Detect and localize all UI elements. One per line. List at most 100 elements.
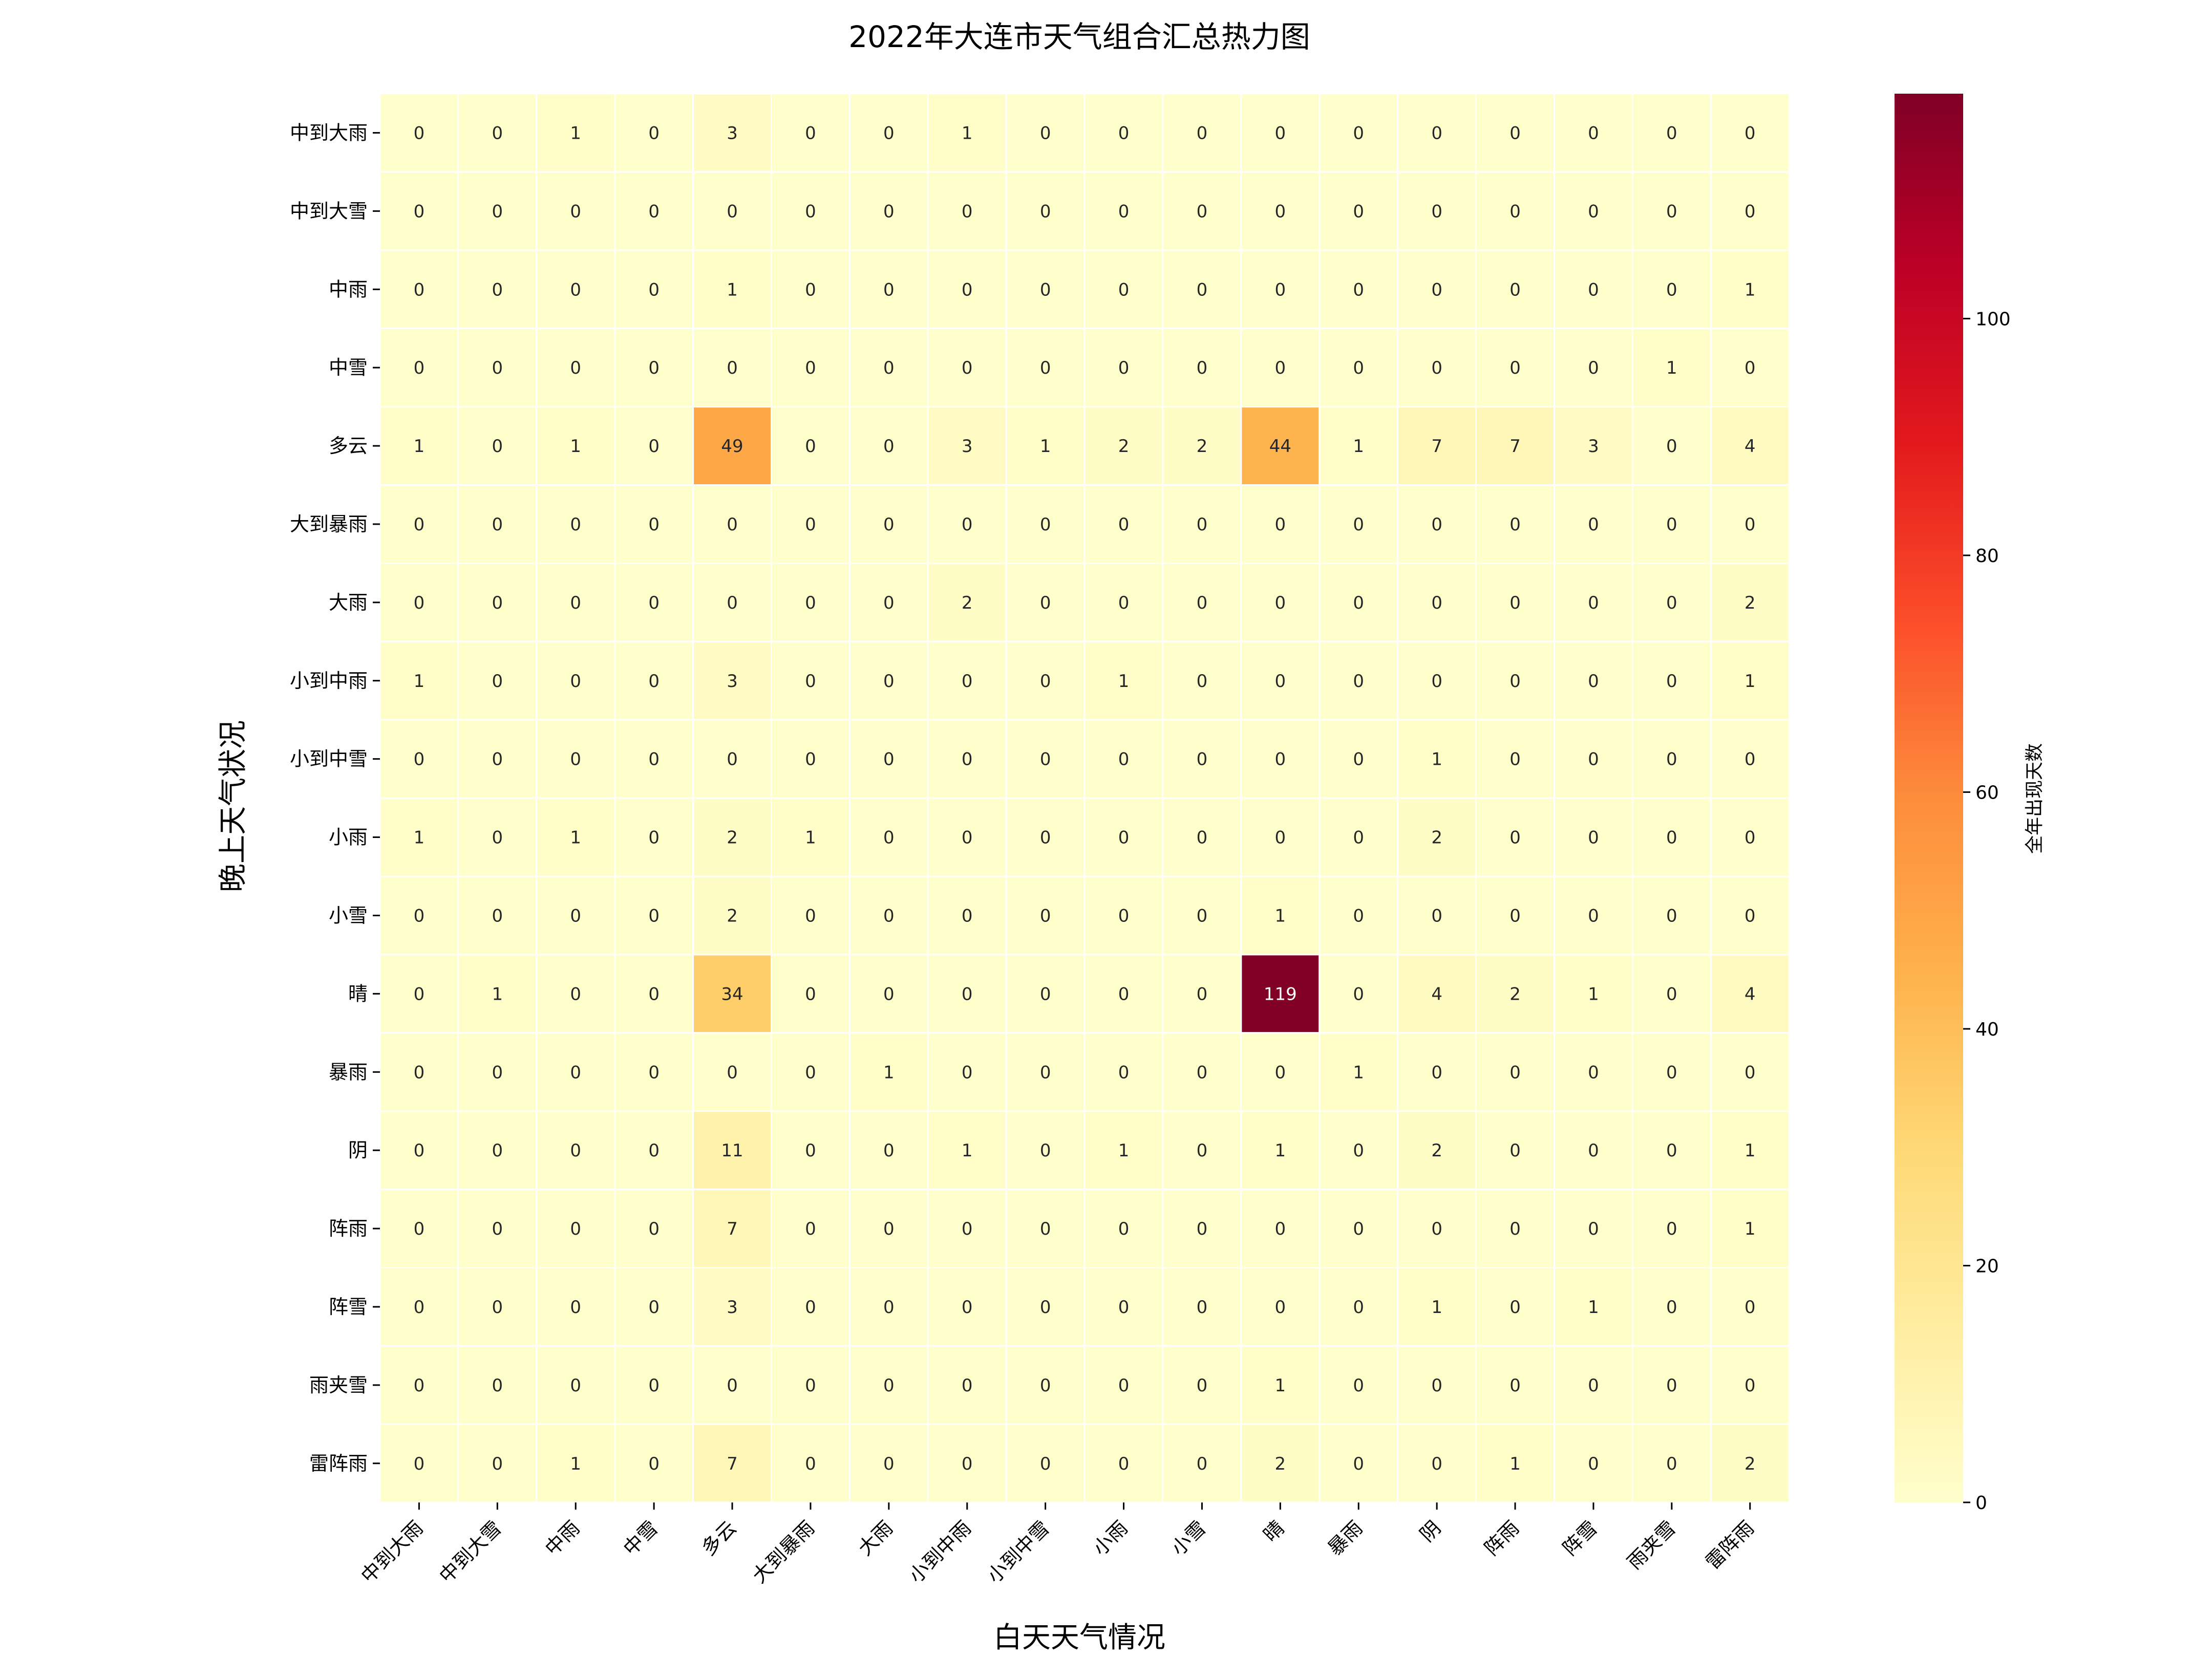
heatmap-cell [692, 1032, 772, 1112]
cell-value-label: 0 [962, 1375, 973, 1396]
cell-value-label: 0 [1666, 201, 1677, 222]
cell-value-label: 0 [1509, 1297, 1521, 1318]
heatmap-cell [1318, 875, 1399, 956]
x-tick-label: 暴雨 [1324, 1516, 1367, 1560]
cell-value-label: 0 [1275, 671, 1286, 692]
heatmap-cell [1631, 249, 1712, 330]
cell-value-label: 0 [962, 1454, 973, 1474]
y-tick-label: 雨夹雪 [309, 1374, 368, 1396]
cell-value-label: 0 [1666, 1062, 1677, 1083]
cell-value-label: 0 [1118, 279, 1130, 300]
heatmap-cell [848, 719, 929, 799]
heatmap-cell [927, 1189, 1007, 1269]
heatmap-cell [457, 875, 538, 956]
cell-value-label: 0 [1745, 1375, 1756, 1396]
cell-value-label: 0 [1197, 358, 1208, 378]
cell-value-label: 0 [962, 1297, 973, 1318]
cell-value-label: 0 [883, 984, 895, 1004]
cell-value-label: 0 [805, 436, 816, 457]
heatmap-cell [1318, 719, 1399, 799]
heatmap-cell [536, 1110, 616, 1191]
cell-value-label: 0 [492, 906, 503, 926]
cell-value-label: 0 [1040, 123, 1051, 143]
x-axis-label: 白天天气情况 [993, 1621, 1165, 1654]
heatmap-cell [1631, 484, 1712, 564]
cell-value-label: 0 [1431, 1219, 1442, 1239]
heatmap-cell [1005, 484, 1086, 564]
cell-value-label: 0 [1509, 906, 1521, 926]
cell-value-label: 0 [883, 358, 895, 378]
heatmap-cell [1475, 484, 1556, 564]
cell-value-label: 1 [1588, 1297, 1599, 1318]
heatmap-cell [1475, 1345, 1556, 1425]
heatmap-cell [771, 93, 850, 173]
cell-value-label: 0 [1275, 593, 1286, 613]
heatmap-cell [1631, 1423, 1712, 1503]
cell-value-label: 0 [1745, 828, 1756, 848]
heatmap-cell [1240, 1110, 1321, 1191]
cell-value-label: 0 [1275, 358, 1286, 378]
cell-value-label: 0 [805, 1297, 816, 1318]
cell-value-label: 1 [570, 828, 581, 848]
cell-value-label: 0 [492, 593, 503, 613]
cell-value-label: 0 [648, 279, 660, 300]
cell-value-label: 0 [570, 279, 581, 300]
cell-value-label: 0 [648, 671, 660, 692]
cell-value-label: 0 [1745, 906, 1756, 926]
cell-value-label: 0 [492, 201, 503, 222]
cell-value-label: 0 [1197, 749, 1208, 770]
y-tick-label: 小雨 [329, 826, 368, 849]
heatmap-cell [1162, 1189, 1242, 1269]
colorbar-gradient [1895, 94, 1963, 1502]
heatmap-cell [614, 1189, 694, 1269]
cell-value-label: 0 [414, 358, 425, 378]
cell-value-label: 0 [570, 358, 581, 378]
cell-value-label: 0 [414, 123, 425, 143]
cell-value-label: 0 [570, 1219, 581, 1239]
cell-value-label: 0 [1588, 1375, 1599, 1396]
y-tick-label: 小到中雪 [290, 748, 368, 770]
cell-value-label: 1 [962, 1140, 973, 1161]
cell-value-label: 0 [883, 1219, 895, 1239]
cell-value-label: 0 [1275, 1297, 1286, 1318]
cell-value-label: 0 [805, 1062, 816, 1083]
cell-value-label: 0 [492, 1062, 503, 1083]
cell-value-label: 0 [1588, 593, 1599, 613]
heatmap-cell [1318, 562, 1399, 642]
x-tick-label: 大到暴雨 [748, 1516, 819, 1587]
heatmap-cell [457, 1423, 538, 1503]
colorbar-tick-label: 20 [1975, 1256, 1999, 1277]
heatmap-cell [692, 484, 772, 564]
cell-value-label: 2 [1197, 436, 1208, 457]
heatmap-cell [1240, 640, 1321, 721]
cell-value-label: 0 [1509, 671, 1521, 692]
cell-value-label: 34 [721, 984, 743, 1004]
cell-value-label: 0 [1509, 749, 1521, 770]
cell-value-label: 7 [727, 1454, 738, 1474]
cell-value-label: 0 [570, 1140, 581, 1161]
heatmap-cell [927, 640, 1007, 721]
cell-value-label: 0 [1275, 514, 1286, 535]
cell-value-label: 0 [1588, 514, 1599, 535]
cell-value-label: 0 [1353, 749, 1364, 770]
x-tick-label: 小到中雨 [905, 1516, 976, 1587]
cell-value-label: 2 [727, 906, 738, 926]
y-tick-label: 阴 [348, 1139, 368, 1161]
cell-value-label: 0 [962, 1062, 973, 1083]
cell-value-label: 0 [1118, 593, 1130, 613]
cell-value-label: 0 [1040, 514, 1051, 535]
heatmap-cell [1318, 1189, 1399, 1269]
cell-value-label: 0 [648, 906, 660, 926]
heatmap-cell [1397, 1345, 1477, 1425]
heatmap-cell [1005, 1032, 1086, 1112]
heatmap-cell [1318, 1032, 1399, 1112]
heatmap-cell [927, 875, 1007, 956]
heatmap-cell [1162, 1110, 1242, 1191]
heatmap-cell [848, 406, 929, 486]
heatmap-cell [1083, 1345, 1164, 1425]
heatmap-cell [1240, 1189, 1321, 1269]
cell-value-label: 2 [962, 593, 973, 613]
heatmap-cell [927, 1267, 1007, 1347]
heatmap-cell [1240, 719, 1321, 799]
cell-value-label: 0 [1118, 123, 1130, 143]
